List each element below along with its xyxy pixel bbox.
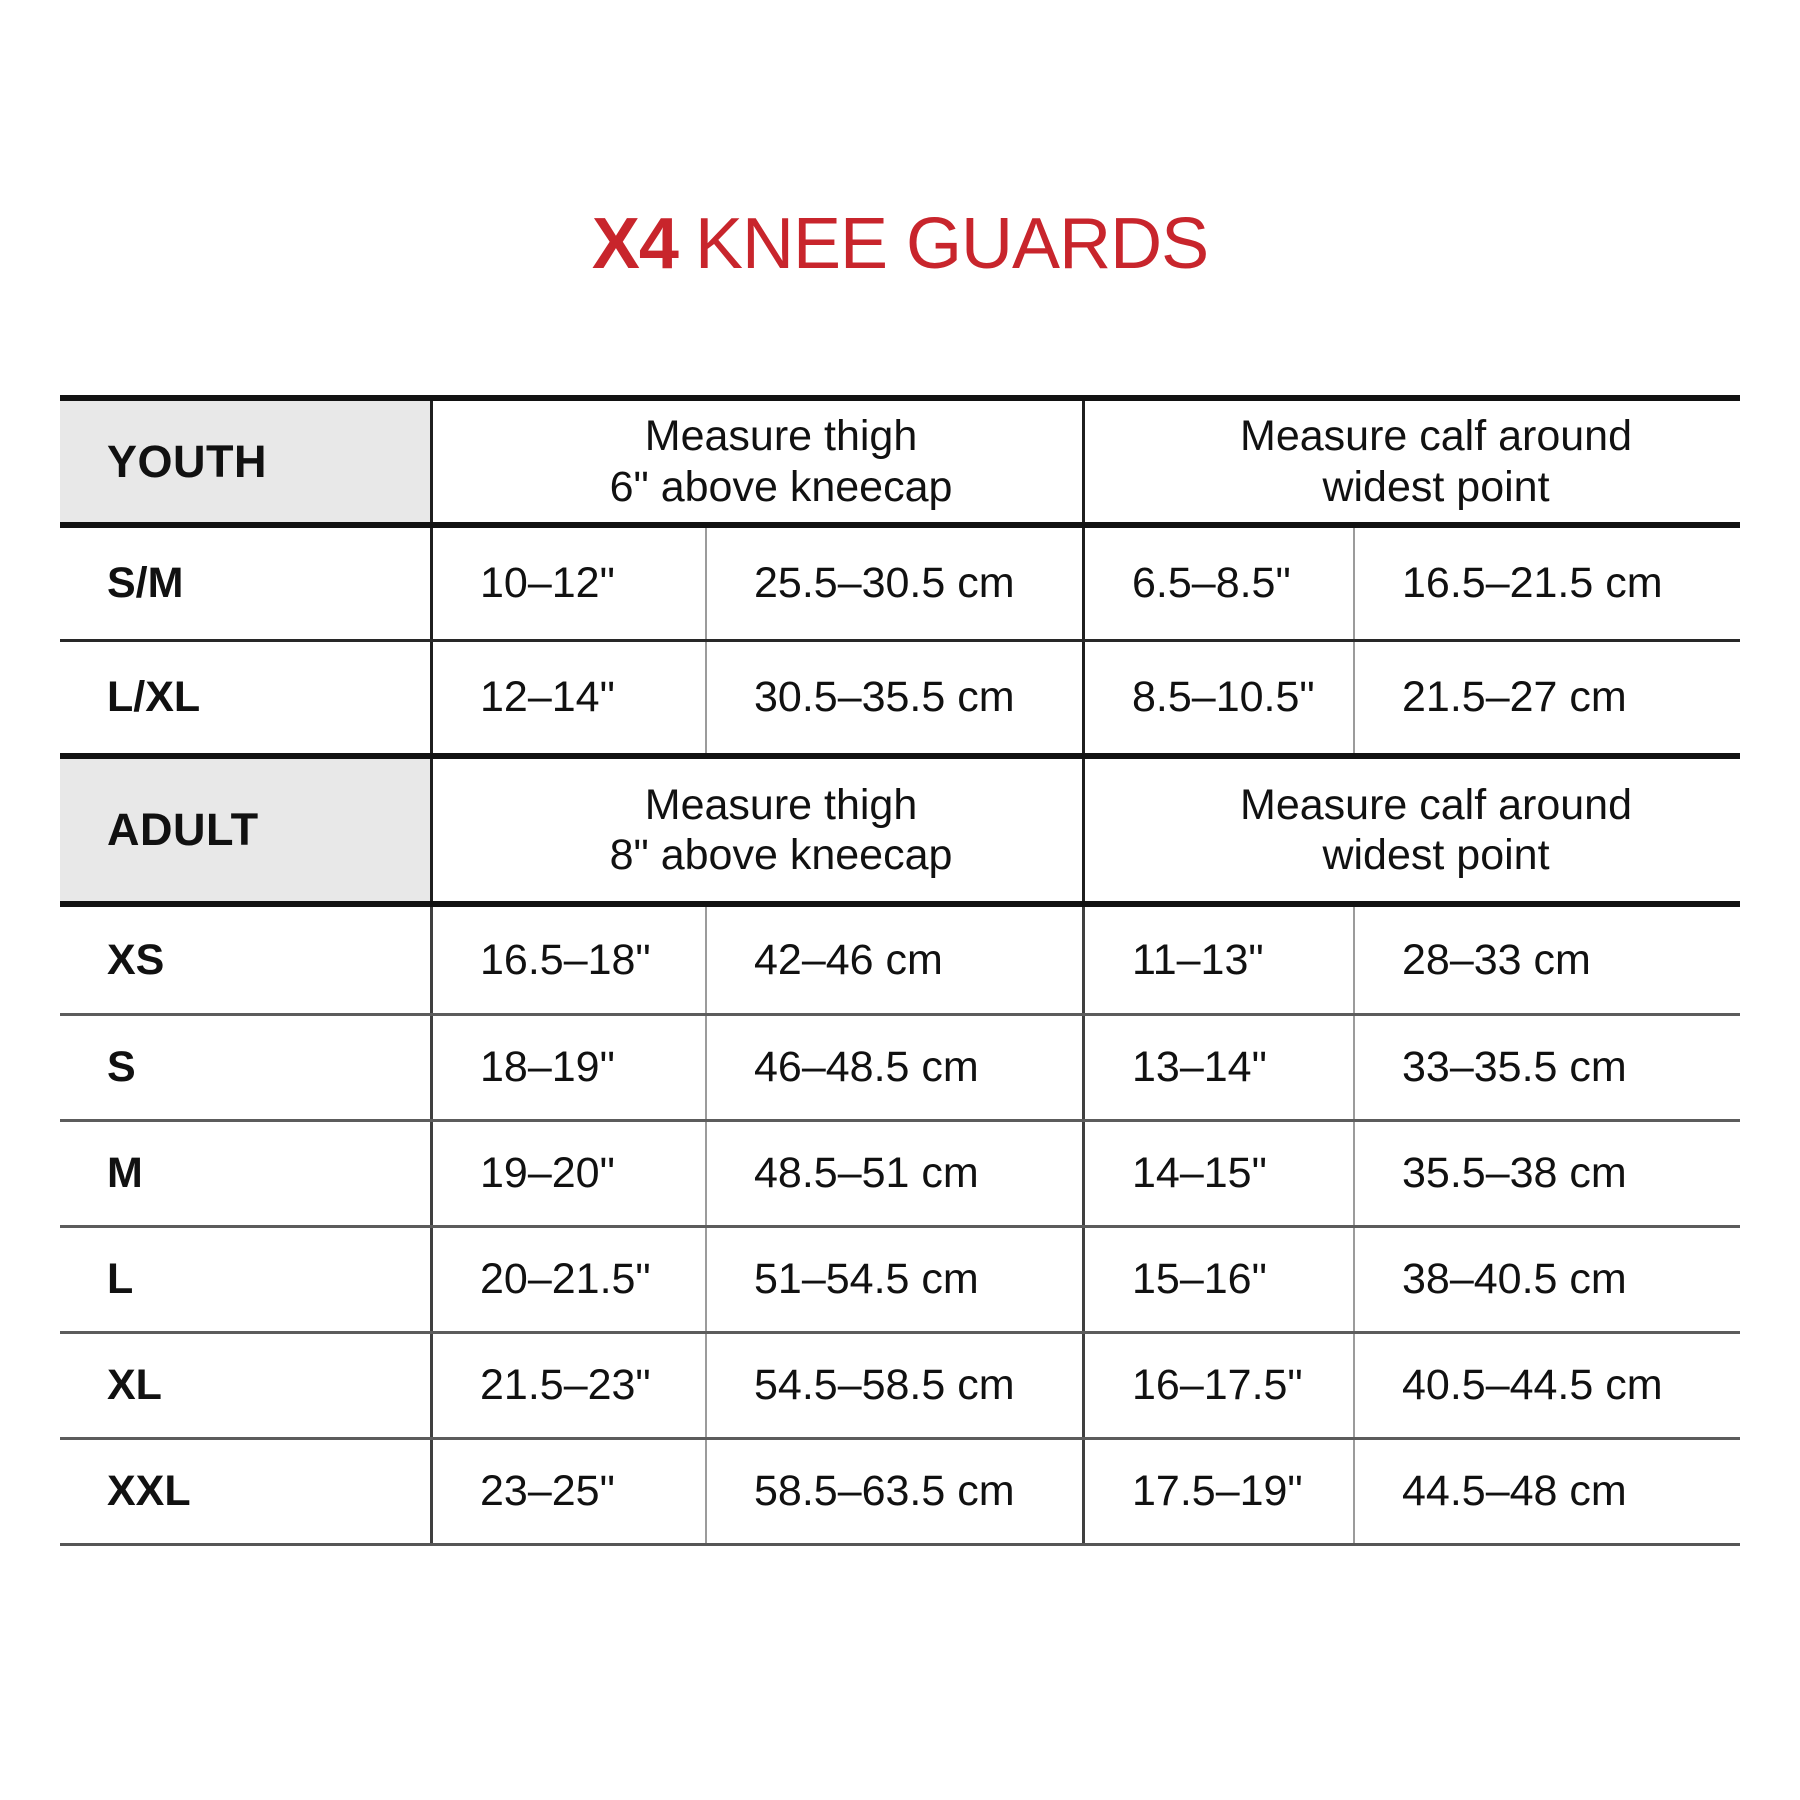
table-row: S 18–19" 46–48.5 cm 13–14" 33–35.5 cm bbox=[60, 1013, 1740, 1119]
thigh-cm-cell: 51–54.5 cm bbox=[705, 1228, 1082, 1331]
calf-inches-cell: 14–15" bbox=[1082, 1122, 1353, 1225]
youth-rows: S/M 10–12" 25.5–30.5 cm 6.5–8.5" 16.5–21… bbox=[60, 528, 1740, 753]
header-line: 8" above kneecap bbox=[609, 831, 953, 879]
product-name: KNEE GUARDS bbox=[694, 204, 1209, 284]
calf-inches-cell: 15–16" bbox=[1082, 1228, 1353, 1331]
table-row: XL 21.5–23" 54.5–58.5 cm 16–17.5" 40.5–4… bbox=[60, 1331, 1740, 1437]
thigh-cm-cell: 54.5–58.5 cm bbox=[705, 1334, 1082, 1437]
thigh-inches-cell: 20–21.5" bbox=[430, 1228, 705, 1331]
calf-cm-cell: 40.5–44.5 cm bbox=[1353, 1334, 1740, 1437]
size-cell: L/XL bbox=[107, 673, 201, 721]
header-line: widest point bbox=[1322, 831, 1550, 879]
youth-thigh-header: Measure thigh 6" above kneecap bbox=[430, 401, 1082, 522]
table-row: M 19–20" 48.5–51 cm 14–15" 35.5–38 cm bbox=[60, 1119, 1740, 1225]
size-table: YOUTH Measure thigh 6" above kneecap Mea… bbox=[60, 395, 1740, 1546]
size-cell: XXL bbox=[107, 1467, 191, 1515]
calf-cm-cell: 44.5–48 cm bbox=[1353, 1440, 1740, 1543]
youth-section-label: YOUTH bbox=[60, 401, 430, 522]
adult-calf-header: Measure calf around widest point bbox=[1082, 759, 1740, 901]
table-row: S/M 10–12" 25.5–30.5 cm 6.5–8.5" 16.5–21… bbox=[60, 528, 1740, 639]
calf-inches-cell: 11–13" bbox=[1082, 907, 1353, 1013]
header-line: Measure thigh bbox=[644, 412, 918, 461]
size-cell: XS bbox=[107, 935, 165, 984]
thigh-inches-cell: 18–19" bbox=[430, 1016, 705, 1119]
size-cell: L bbox=[107, 1255, 134, 1303]
header-line: widest point bbox=[1322, 462, 1550, 511]
calf-inches-cell: 16–17.5" bbox=[1082, 1334, 1353, 1437]
thigh-inches-cell: 23–25" bbox=[430, 1440, 705, 1543]
thigh-cm-cell: 58.5–63.5 cm bbox=[705, 1440, 1082, 1543]
thigh-cm-cell: 48.5–51 cm bbox=[705, 1122, 1082, 1225]
thigh-inches-cell: 19–20" bbox=[430, 1122, 705, 1225]
header-line: 6" above kneecap bbox=[609, 462, 953, 511]
adult-rows: XS 16.5–18" 42–46 cm 11–13" 28–33 cm S 1… bbox=[60, 907, 1740, 1543]
youth-header-row: YOUTH Measure thigh 6" above kneecap Mea… bbox=[60, 401, 1740, 528]
header-line: Measure calf around bbox=[1240, 780, 1632, 829]
calf-cm-cell: 35.5–38 cm bbox=[1353, 1122, 1740, 1225]
calf-cm-cell: 33–35.5 cm bbox=[1353, 1016, 1740, 1119]
youth-calf-header: Measure calf around widest point bbox=[1082, 401, 1740, 522]
thigh-cm-cell: 30.5–35.5 cm bbox=[705, 642, 1082, 753]
calf-cm-cell: 28–33 cm bbox=[1353, 907, 1740, 1013]
thigh-cm-cell: 42–46 cm bbox=[705, 907, 1082, 1013]
table-row: XXL 23–25" 58.5–63.5 cm 17.5–19" 44.5–48… bbox=[60, 1437, 1740, 1543]
size-cell: M bbox=[107, 1149, 143, 1197]
header-line: Measure calf around bbox=[1240, 412, 1632, 461]
brand-mark: X4 bbox=[591, 204, 679, 284]
calf-cm-cell: 16.5–21.5 cm bbox=[1353, 528, 1740, 639]
calf-inches-cell: 13–14" bbox=[1082, 1016, 1353, 1119]
page-title: X4 KNEE GUARDS bbox=[0, 208, 1800, 280]
thigh-inches-cell: 12–14" bbox=[430, 642, 705, 753]
adult-thigh-header: Measure thigh 8" above kneecap bbox=[430, 759, 1082, 901]
size-cell: XL bbox=[107, 1361, 162, 1409]
table-row: L/XL 12–14" 30.5–35.5 cm 8.5–10.5" 21.5–… bbox=[60, 639, 1740, 753]
adult-header-row: ADULT Measure thigh 8" above kneecap Mea… bbox=[60, 753, 1740, 907]
calf-inches-cell: 8.5–10.5" bbox=[1082, 642, 1353, 753]
size-cell: S/M bbox=[107, 559, 184, 607]
table-row: XS 16.5–18" 42–46 cm 11–13" 28–33 cm bbox=[60, 907, 1740, 1013]
thigh-inches-cell: 21.5–23" bbox=[430, 1334, 705, 1437]
thigh-inches-cell: 10–12" bbox=[430, 528, 705, 639]
calf-cm-cell: 21.5–27 cm bbox=[1353, 642, 1740, 753]
thigh-cm-cell: 46–48.5 cm bbox=[705, 1016, 1082, 1119]
calf-inches-cell: 6.5–8.5" bbox=[1082, 528, 1353, 639]
thigh-inches-cell: 16.5–18" bbox=[430, 907, 705, 1013]
header-line: Measure thigh bbox=[644, 780, 918, 829]
calf-inches-cell: 17.5–19" bbox=[1082, 1440, 1353, 1543]
thigh-cm-cell: 25.5–30.5 cm bbox=[705, 528, 1082, 639]
size-cell: S bbox=[107, 1043, 136, 1091]
table-row: L 20–21.5" 51–54.5 cm 15–16" 38–40.5 cm bbox=[60, 1225, 1740, 1331]
adult-section-label: ADULT bbox=[60, 759, 430, 901]
calf-cm-cell: 38–40.5 cm bbox=[1353, 1228, 1740, 1331]
